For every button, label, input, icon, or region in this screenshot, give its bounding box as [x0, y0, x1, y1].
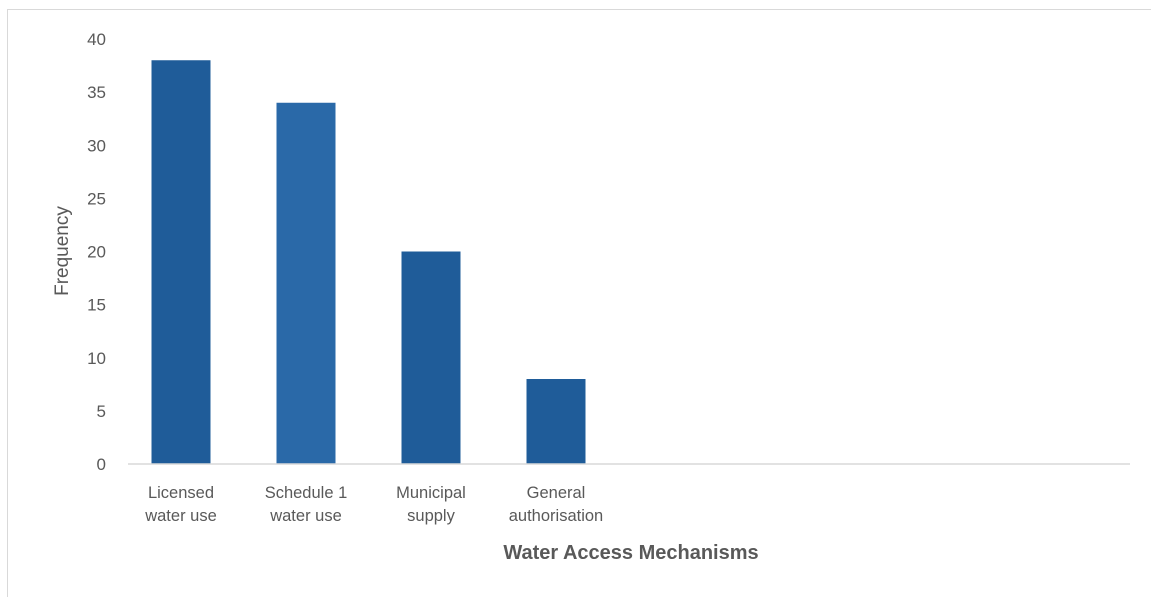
bar — [526, 379, 586, 464]
x-tick-label: water use — [269, 507, 342, 525]
x-tick-label: Schedule 1 — [265, 484, 348, 502]
y-tick-label: 30 — [87, 136, 106, 155]
y-tick-label: 0 — [97, 455, 106, 474]
x-axis-categories: Licensed water use Schedule 1 water use Muni… — [144, 484, 603, 525]
bars — [151, 60, 586, 464]
x-tick-label: General — [527, 484, 586, 502]
y-axis-title: Frequency — [52, 206, 73, 296]
y-tick-label: 20 — [87, 243, 106, 262]
chart-frame — [7, 9, 1151, 597]
bar — [401, 251, 461, 464]
x-tick-label: Licensed — [148, 484, 214, 502]
x-tick-label: water use — [144, 507, 217, 525]
y-tick-label: 15 — [87, 296, 106, 315]
x-axis-title: Water Access Mechanisms — [503, 542, 758, 564]
x-tick-label: authorisation — [509, 507, 603, 525]
x-tick-label: Municipal — [396, 484, 466, 502]
y-tick-label: 25 — [87, 189, 106, 208]
y-tick-label: 40 — [87, 30, 106, 49]
y-tick-label: 5 — [97, 402, 106, 421]
bar — [151, 60, 211, 464]
bar — [276, 102, 336, 464]
y-tick-label: 10 — [87, 349, 106, 368]
x-tick-label: supply — [407, 507, 455, 525]
y-axis-ticks: 0 5 10 15 20 25 30 35 40 — [87, 30, 106, 474]
y-tick-label: 35 — [87, 83, 106, 102]
